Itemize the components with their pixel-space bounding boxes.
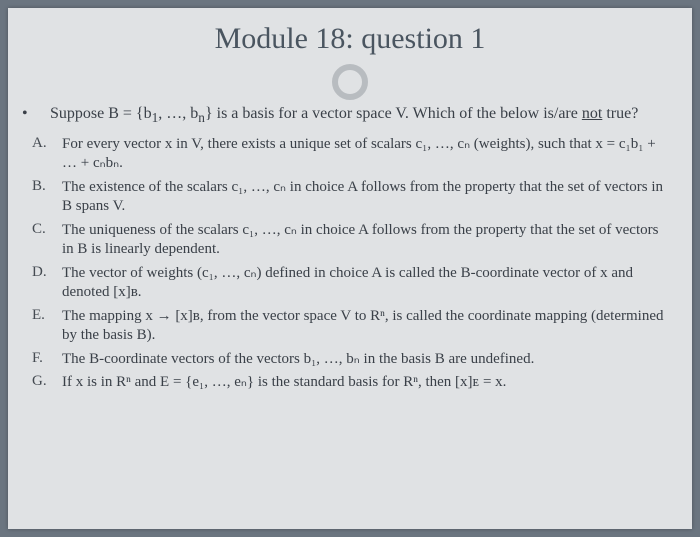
- choice-label: B.: [32, 176, 62, 219]
- choice-d: D. The vector of weights (c₁, …, cₙ) def…: [32, 262, 668, 305]
- choice-a: A. For every vector x in V, there exists…: [32, 133, 668, 176]
- choice-list: A. For every vector x in V, there exists…: [32, 133, 668, 395]
- choice-label: D.: [32, 262, 62, 305]
- choice-text: The uniqueness of the scalars c₁, …, cₙ …: [62, 219, 668, 262]
- choice-label: C.: [32, 219, 62, 262]
- progress-circle-icon: [332, 64, 368, 100]
- bullet-icon: •: [36, 104, 50, 125]
- choice-g: G. If x is in Rⁿ and E = {e₁, …, eₙ} is …: [32, 371, 668, 395]
- intro-text: Suppose B = {b1, …, bn} is a basis for a…: [50, 105, 638, 122]
- choice-label: F.: [32, 348, 62, 372]
- choice-text: If x is in Rⁿ and E = {e₁, …, eₙ} is the…: [62, 371, 668, 395]
- choice-text: The vector of weights (c₁, …, cₙ) define…: [62, 262, 668, 305]
- choice-text: The existence of the scalars c₁, …, cₙ i…: [62, 176, 668, 219]
- question-prompt: •Suppose B = {b1, …, bn} is a basis for …: [32, 104, 668, 127]
- choice-text: The B-coordinate vectors of the vectors …: [62, 348, 668, 372]
- choice-text: The mapping x → [x]ʙ, from the vector sp…: [62, 305, 668, 348]
- choice-label: A.: [32, 133, 62, 176]
- slide-container: Module 18: question 1 •Suppose B = {b1, …: [8, 8, 692, 529]
- choice-label: G.: [32, 371, 62, 395]
- choice-b: B. The existence of the scalars c₁, …, c…: [32, 176, 668, 219]
- choice-label: E.: [32, 305, 62, 348]
- choice-c: C. The uniqueness of the scalars c₁, …, …: [32, 219, 668, 262]
- choice-e: E. The mapping x → [x]ʙ, from the vector…: [32, 305, 668, 348]
- choice-f: F. The B-coordinate vectors of the vecto…: [32, 348, 668, 372]
- slide-title: Module 18: question 1: [32, 22, 668, 56]
- choice-text: For every vector x in V, there exists a …: [62, 133, 668, 176]
